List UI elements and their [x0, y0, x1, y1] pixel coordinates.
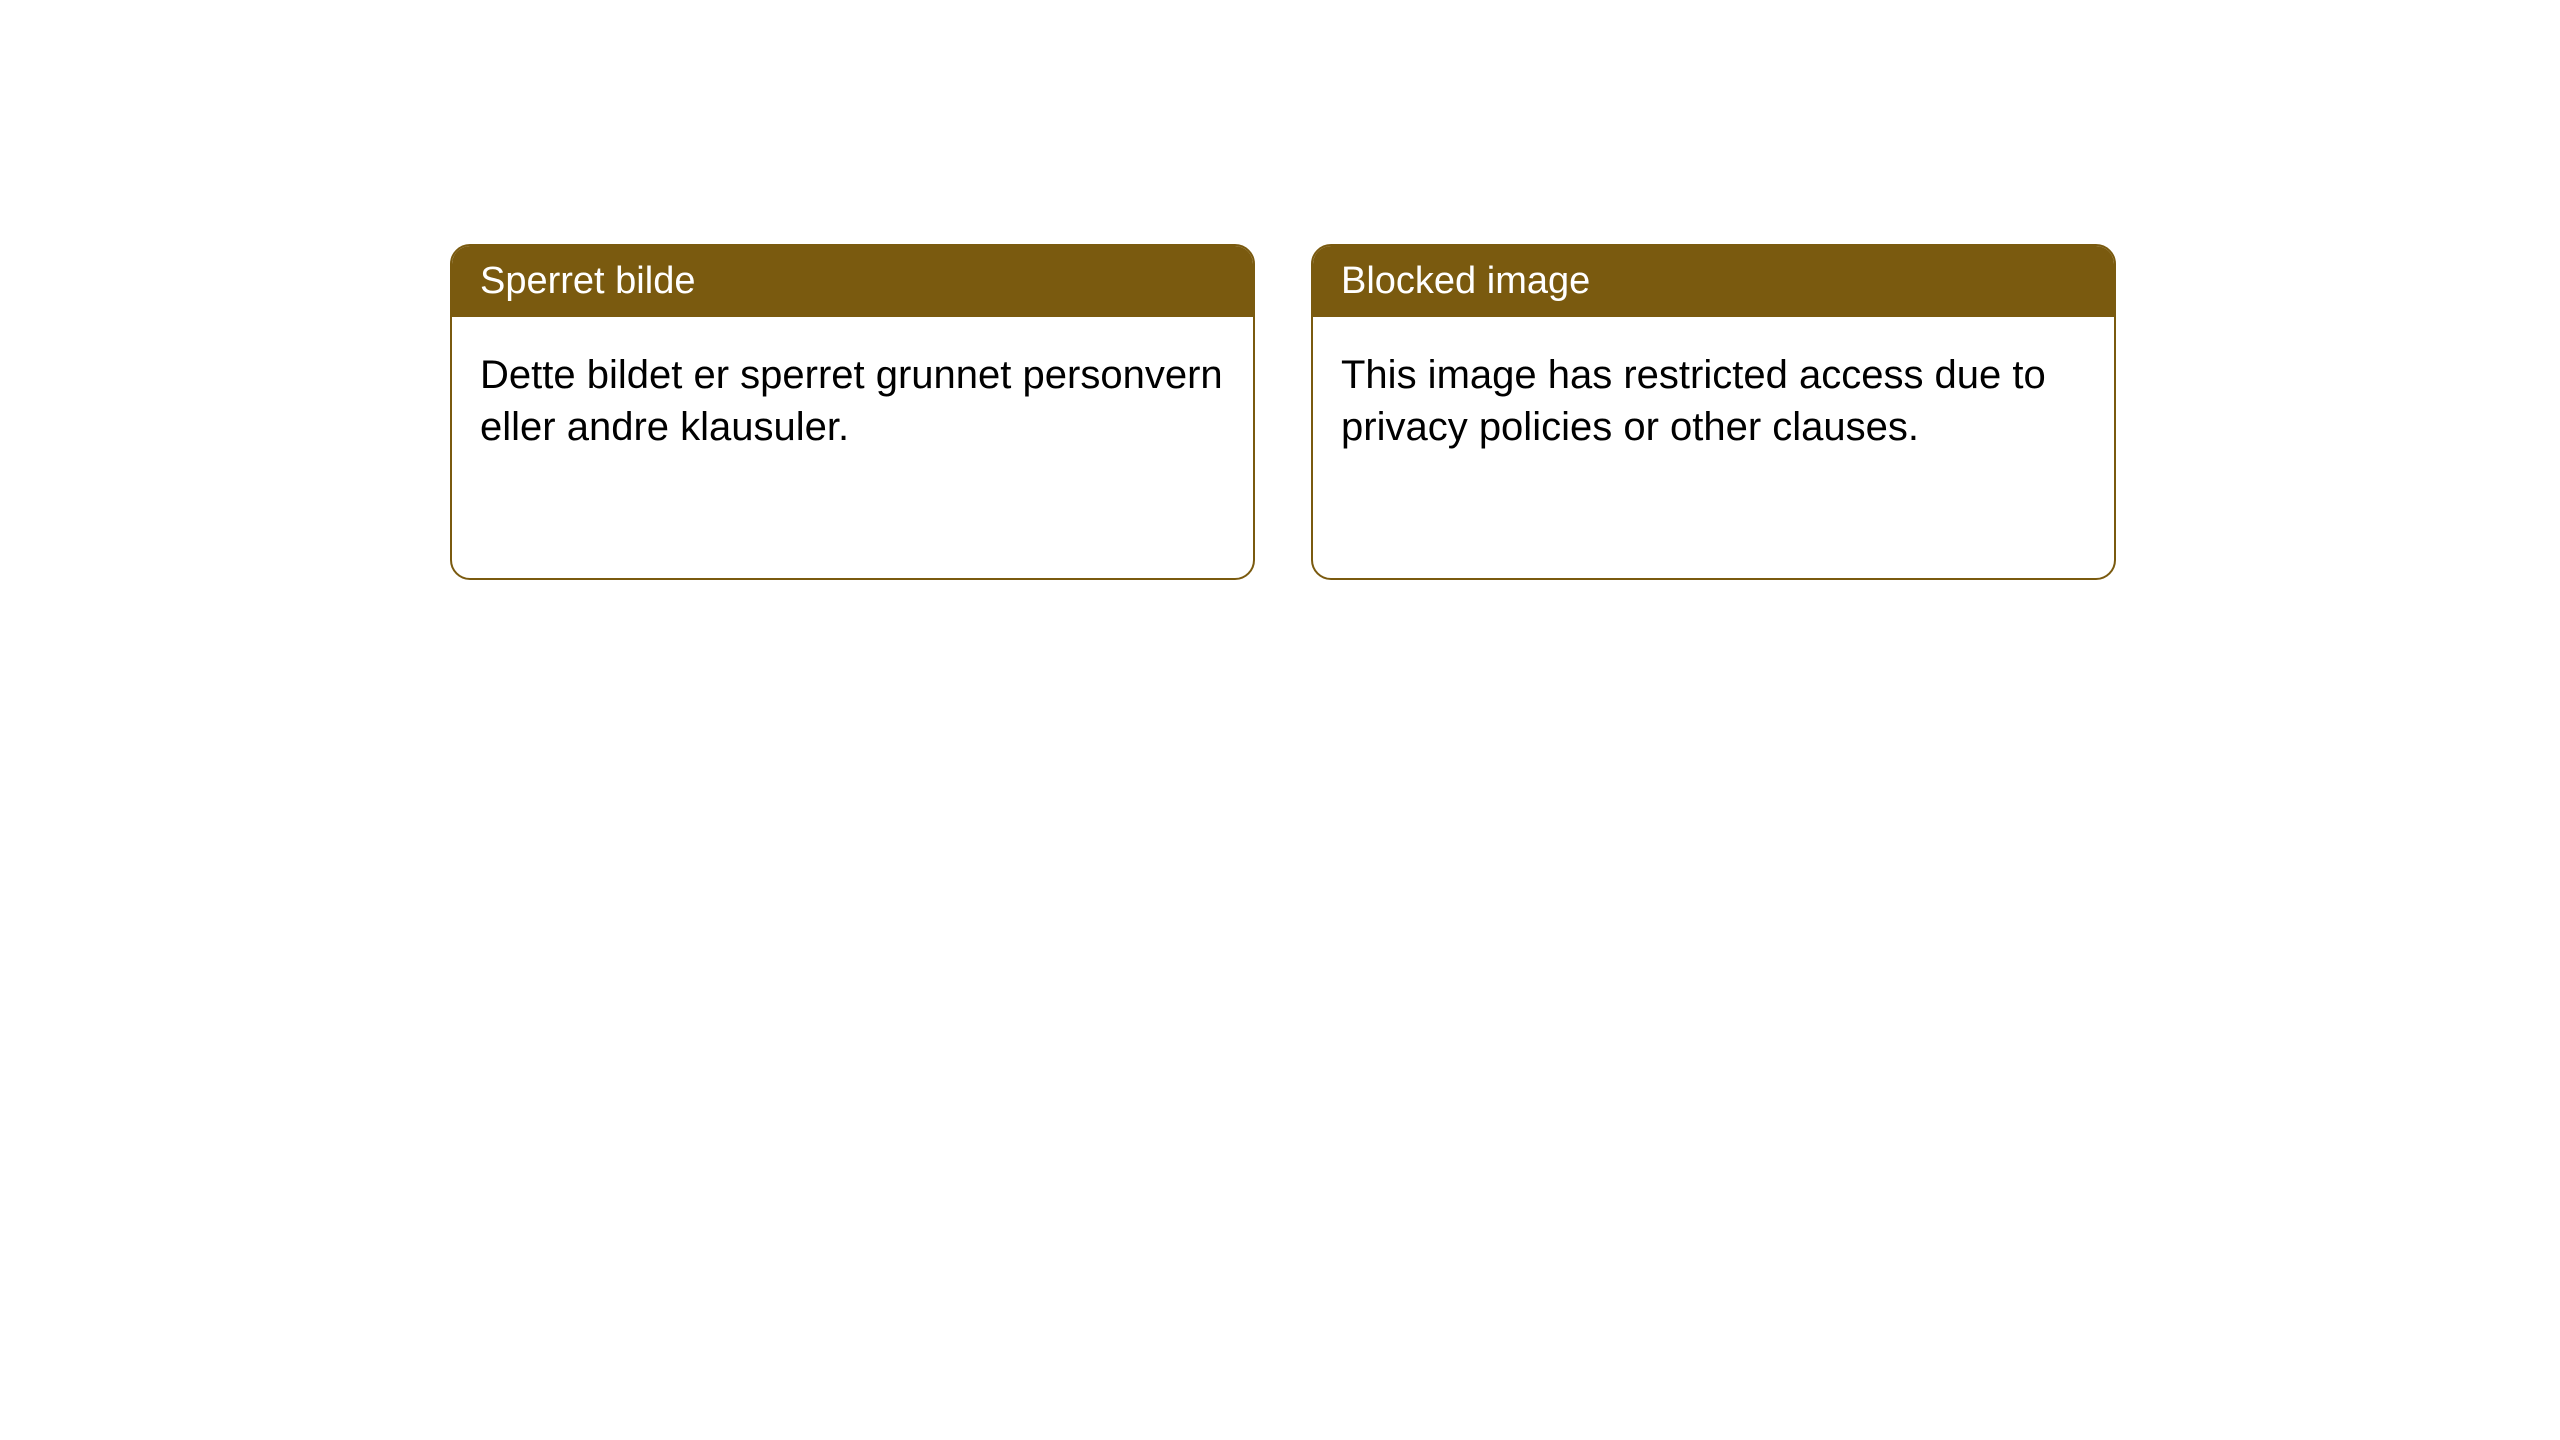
notice-text: Dette bildet er sperret grunnet personve… [480, 353, 1223, 449]
notice-title: Blocked image [1341, 260, 1590, 302]
notice-header: Blocked image [1313, 246, 2114, 317]
notice-text: This image has restricted access due to … [1341, 353, 2046, 449]
notice-body: Dette bildet er sperret grunnet personve… [452, 317, 1253, 485]
notice-card-norwegian: Sperret bilde Dette bildet er sperret gr… [450, 244, 1255, 580]
notice-header: Sperret bilde [452, 246, 1253, 317]
notice-card-english: Blocked image This image has restricted … [1311, 244, 2116, 580]
notice-title: Sperret bilde [480, 260, 695, 302]
notice-body: This image has restricted access due to … [1313, 317, 2114, 485]
notice-container: Sperret bilde Dette bildet er sperret gr… [0, 0, 2560, 580]
